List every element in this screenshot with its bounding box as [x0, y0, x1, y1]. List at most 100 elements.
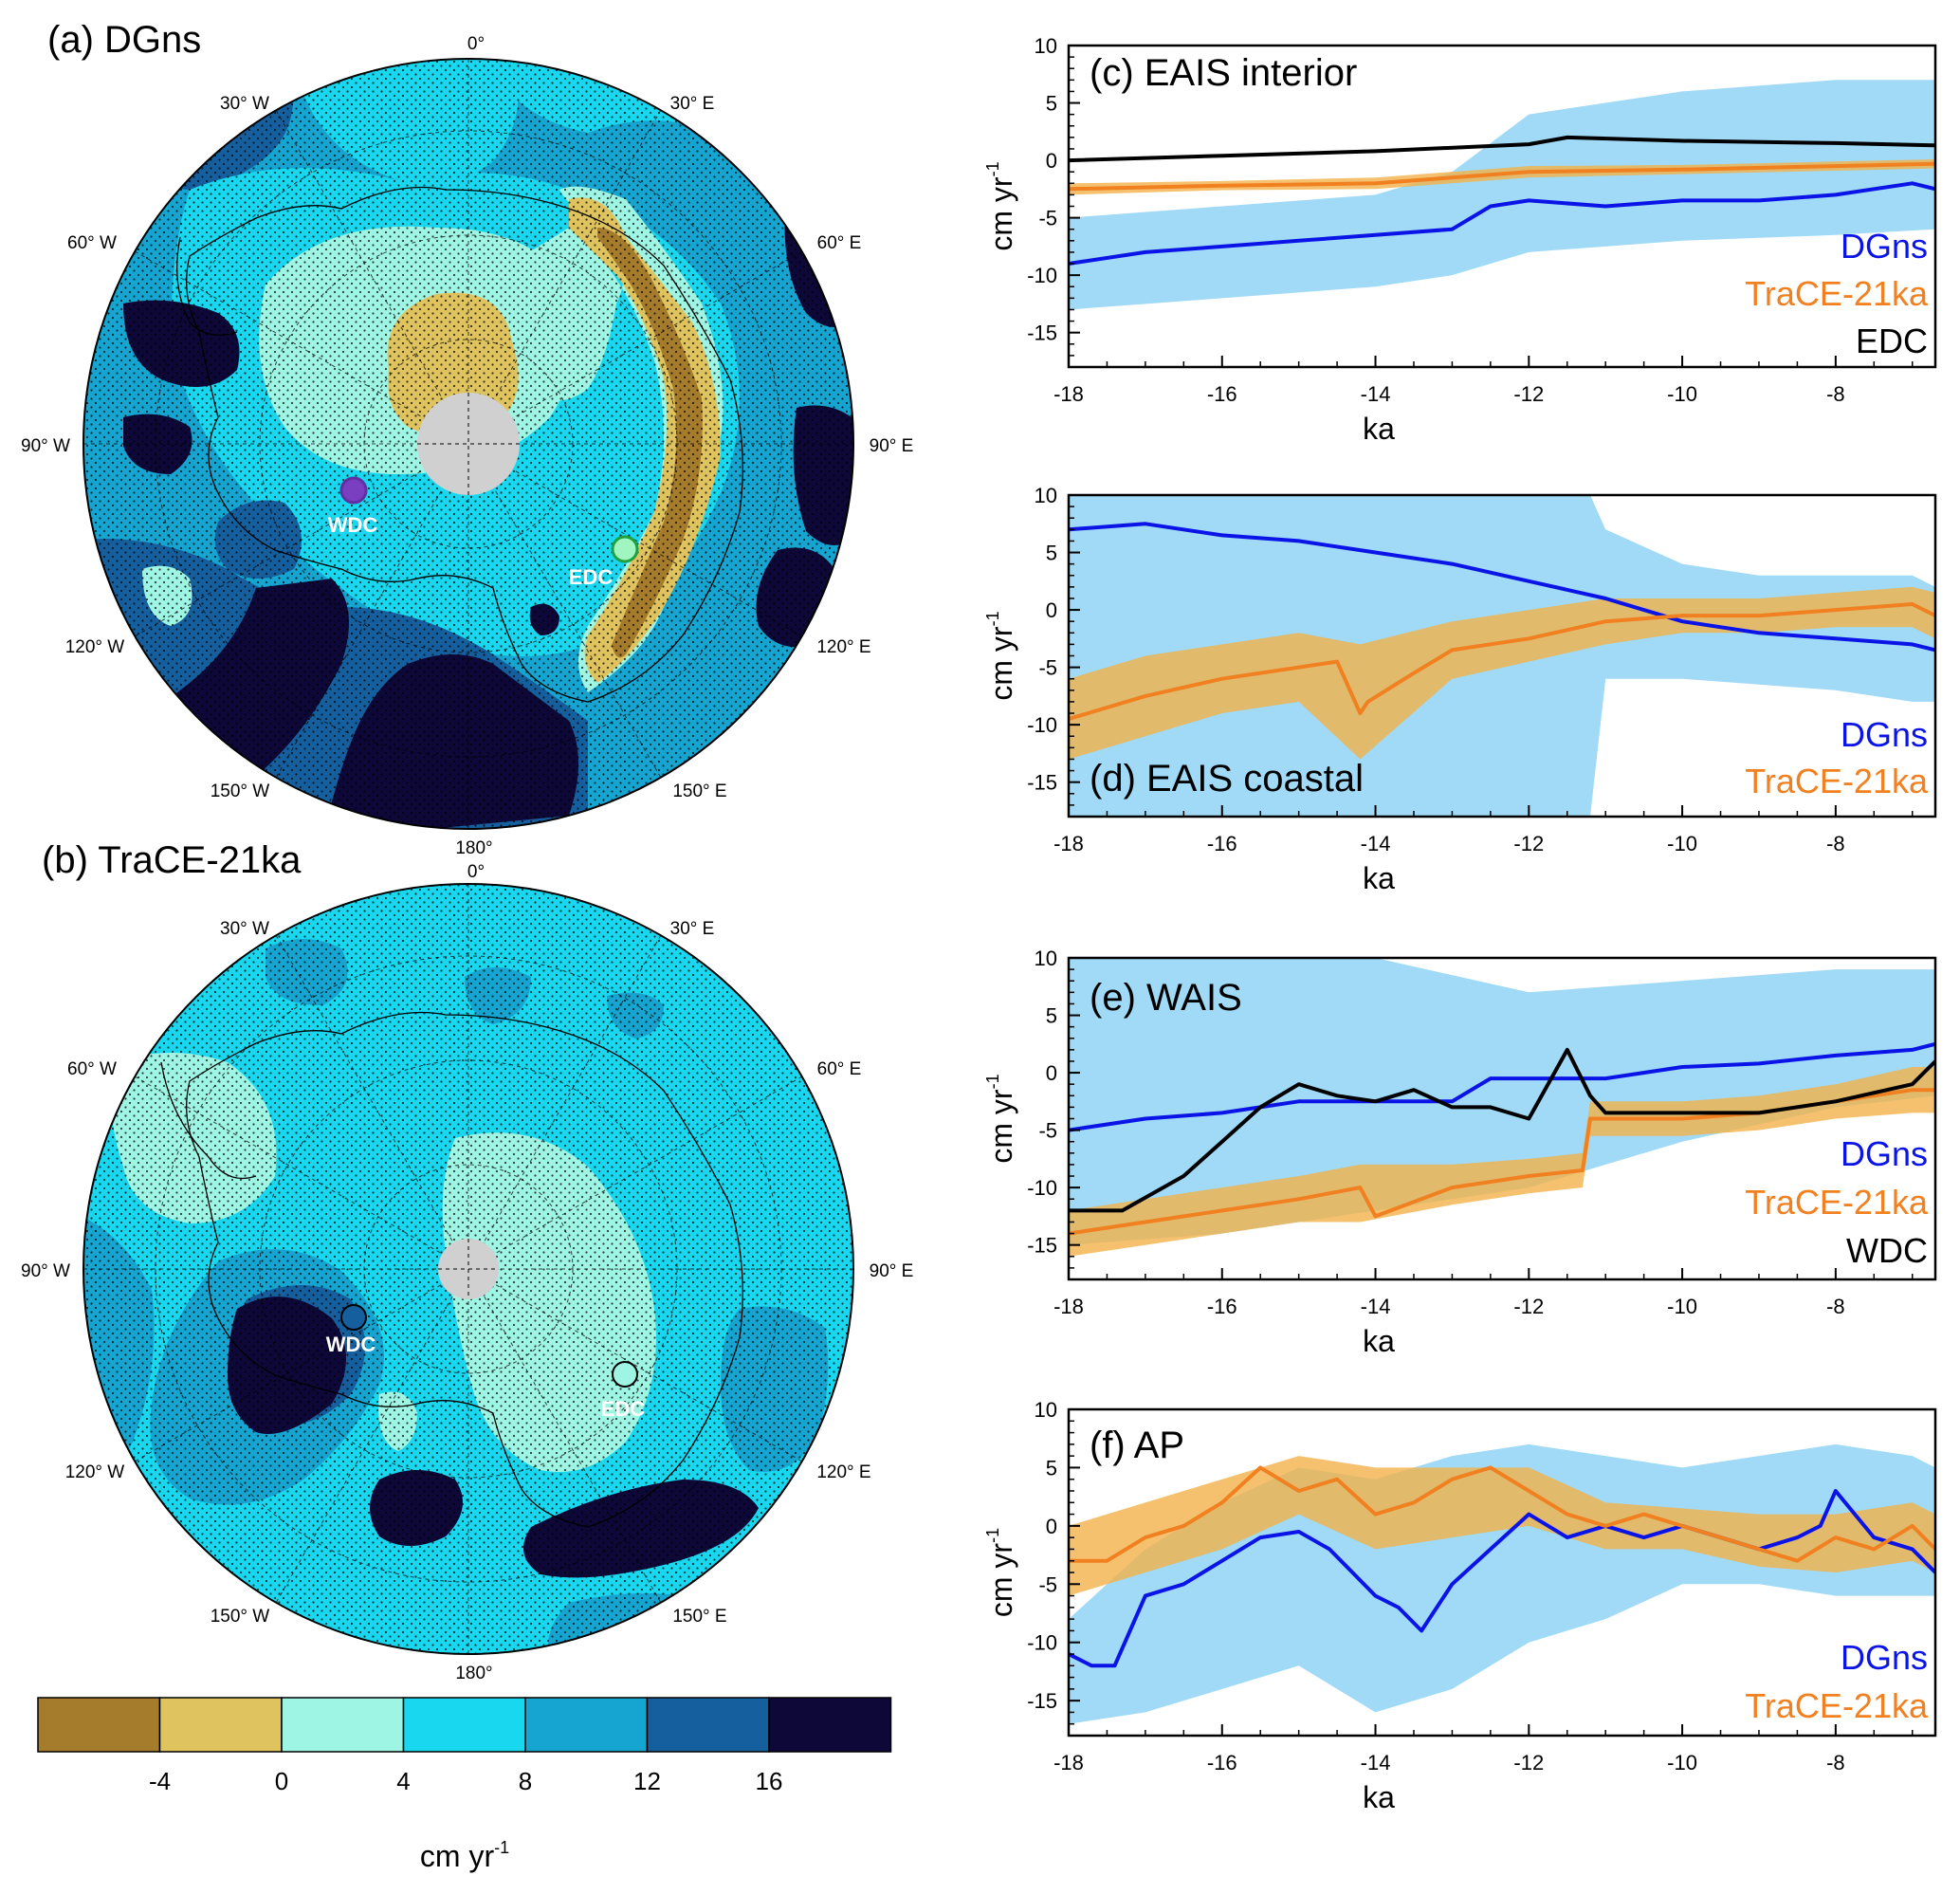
y-tick-label: -10: [1027, 264, 1057, 287]
x-tick-label: -8: [1826, 1751, 1845, 1774]
legend-entry-dgns: DGns: [1841, 715, 1928, 754]
x-tick-label: -16: [1207, 382, 1237, 406]
y-tick-label: 5: [1046, 542, 1057, 565]
y-tick-label: 5: [1046, 1456, 1057, 1480]
colorbar-box: [402, 1697, 526, 1753]
y-tick-label: -5: [1038, 207, 1057, 230]
series-line-trace-21ka: [1069, 161, 1935, 192]
lon-label: 60° E: [817, 1059, 862, 1079]
y-tick-label: 10: [1035, 1398, 1057, 1422]
site-label-edc: EDC: [569, 565, 614, 589]
lon-label: 120° E: [816, 637, 870, 657]
legend-entry-trace-21ka: TraCE-21ka: [1745, 1183, 1929, 1222]
x-tick-label: -8: [1826, 832, 1845, 855]
legend-entry-trace-21ka: TraCE-21ka: [1745, 274, 1929, 313]
lon-label: 150° W: [211, 782, 270, 801]
y-axis-label: cm yr-1: [983, 611, 1018, 700]
map-b-coastline: [186, 1011, 743, 1528]
colorbar-box: [768, 1697, 892, 1753]
legend-entry-dgns: DGns: [1841, 1134, 1928, 1173]
legend-entry-edc: EDC: [1856, 322, 1928, 360]
y-axis-label-text: cm yr: [984, 626, 1018, 701]
map-a-title: (a) DGns: [47, 19, 201, 61]
x-tick-label: -16: [1207, 832, 1237, 855]
y-tick-label: -15: [1027, 1689, 1057, 1713]
x-tick-label: -16: [1207, 1751, 1237, 1774]
colorbar-box: [281, 1697, 405, 1753]
panel-title: (f) AP: [1090, 1425, 1184, 1466]
x-tick-label: -18: [1053, 382, 1084, 406]
plot-area: [1069, 1443, 1935, 1724]
y-tick-label: 0: [1046, 1515, 1057, 1538]
site-label-wdc: WDC: [328, 513, 378, 537]
x-axis-label: ka: [1363, 412, 1395, 446]
x-tick-label: -12: [1513, 1295, 1544, 1318]
panel-3: -15 -10 -5 0 5 10 -18 -16 -14 -12 -10 -8 ka cm yr-1 (f…: [983, 1398, 1937, 1814]
y-tick-label: -10: [1027, 1631, 1057, 1655]
y-axis-label-text: cm yr: [984, 1089, 1018, 1164]
x-tick-label: -18: [1053, 1295, 1084, 1318]
lon-label: 120° W: [65, 1462, 125, 1482]
y-tick-label: -5: [1038, 1119, 1057, 1143]
y-axis-label-sup: -1: [983, 611, 1002, 626]
map-b-grid: [83, 884, 853, 1654]
lon-label: 30° E: [670, 919, 715, 939]
y-tick-label: 10: [1035, 484, 1057, 507]
site-marker-wdc: [340, 1304, 367, 1331]
legend-entry-dgns: DGns: [1841, 1638, 1928, 1677]
y-tick-label: -15: [1027, 771, 1057, 795]
y-axis-label-sup: -1: [983, 161, 1002, 176]
x-tick-label: -16: [1207, 1295, 1237, 1318]
lon-label: 30° E: [670, 94, 715, 114]
y-axis-label-text: cm yr: [984, 1543, 1018, 1618]
colorbar-box: [158, 1697, 283, 1753]
colorbar-tick-label: 8: [519, 1767, 532, 1795]
plot-area: [1069, 958, 1935, 1257]
colorbar-tick-label: -4: [149, 1767, 171, 1795]
colorbar-tick-label: 0: [275, 1767, 288, 1795]
colorbar-tick-label: 4: [396, 1767, 410, 1795]
map-a-coastline: [186, 186, 743, 703]
map-a-grid: [83, 59, 853, 829]
lon-label: 90° E: [870, 1261, 914, 1281]
lon-label: 90° E: [870, 436, 914, 456]
x-tick-label: -14: [1361, 1751, 1391, 1774]
x-tick-label: -10: [1667, 1751, 1697, 1774]
legend-entry-trace-21ka: TraCE-21ka: [1745, 762, 1929, 800]
y-tick-label: -15: [1027, 322, 1057, 345]
series-line-wdc: [1069, 1047, 1935, 1213]
series-line-edc: [1069, 135, 1935, 163]
y-tick-label: 5: [1046, 1004, 1057, 1028]
band-dgns: [1069, 958, 1935, 1245]
series-line-dgns: [1069, 522, 1935, 653]
band-trace-21ka: [1069, 1456, 1935, 1596]
x-tick-label: -14: [1361, 1295, 1391, 1318]
map-a-pole-cross: [417, 393, 520, 495]
x-tick-label: -10: [1667, 832, 1697, 855]
colorbar-box: [524, 1697, 649, 1753]
panel-title: (d) EAIS coastal: [1090, 758, 1364, 800]
plot-area: [1069, 495, 1935, 817]
x-tick-label: -10: [1667, 382, 1697, 406]
site-marker-edc: [612, 1361, 638, 1388]
y-tick-label: -5: [1038, 1572, 1057, 1596]
lon-label: 60° E: [817, 233, 862, 253]
y-tick-label: 0: [1046, 598, 1057, 622]
panel-0: -15 -10 -5 0 5 10 -18 -16 -14 -12 -10 -8 ka cm yr-1 (c…: [983, 34, 1937, 446]
x-tick-label: -12: [1513, 1751, 1544, 1774]
y-tick-label: 5: [1046, 92, 1057, 116]
colorbar-tick-label: 12: [633, 1767, 661, 1795]
lon-label: 30° W: [220, 94, 269, 114]
x-axis-label: ka: [1363, 861, 1395, 895]
x-tick-label: -10: [1667, 1295, 1697, 1318]
y-axis-label: cm yr-1: [983, 161, 1018, 250]
x-axis-label: ka: [1363, 1324, 1395, 1358]
panel-title: (c) EAIS interior: [1090, 52, 1357, 94]
series-line-trace-21ka: [1069, 602, 1935, 722]
map-b-title: (b) TraCE-21ka: [42, 839, 302, 881]
x-tick-label: -12: [1513, 832, 1544, 855]
site-marker-wdc: [339, 476, 368, 505]
y-axis-label-sup: -1: [983, 1528, 1002, 1543]
x-axis-label: ka: [1363, 1780, 1395, 1814]
